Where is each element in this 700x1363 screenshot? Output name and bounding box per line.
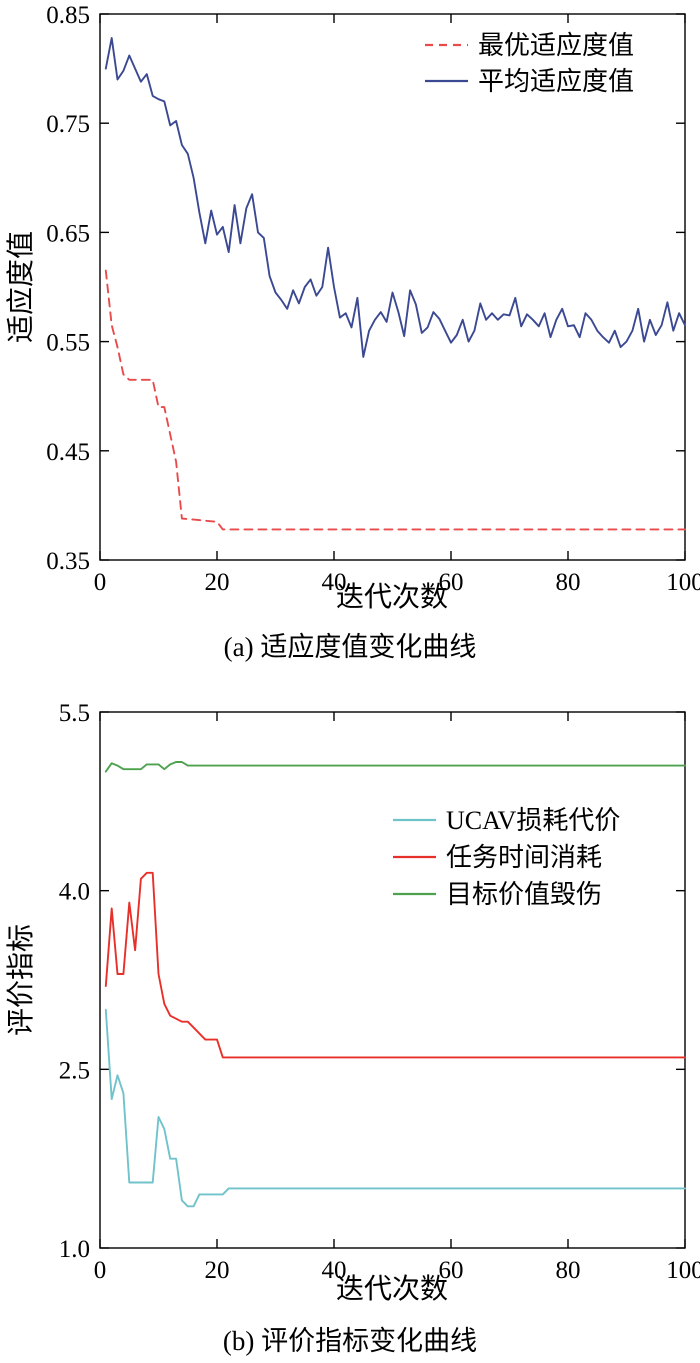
series-line-UCAV损耗代价 [104, 1008, 686, 1208]
series-line-目标价值毁伤 [104, 761, 686, 773]
x-tick-label: 100 [666, 569, 700, 596]
y-tick-label: 2.5 [59, 1057, 90, 1084]
series-line-最优适应度值 [104, 269, 686, 531]
x-axis-label-b: 迭代次数 [336, 1273, 448, 1305]
legend-a-avg-label: 平均适应度值 [478, 67, 634, 96]
plot-border [99, 13, 686, 561]
y-tick-label: 1.0 [59, 1236, 90, 1263]
x-tick-label: 40 [322, 1257, 347, 1284]
x-tick-label: 20 [205, 569, 230, 596]
y-tick-label: 0.75 [46, 111, 90, 138]
x-tick-label: 20 [205, 1257, 230, 1284]
legend-b-damage-label: 目标价值毁伤 [446, 880, 602, 909]
caption-a: (a) 适应度值变化曲线 [224, 632, 477, 662]
legend-a: 最优适应度值 平均适应度值 [425, 31, 634, 96]
x-tick-label: 80 [556, 1257, 581, 1284]
x-tick-label: 60 [439, 1257, 464, 1284]
y-tick-label: 0.35 [46, 548, 90, 575]
x-tick-label: 80 [556, 569, 581, 596]
x-tick-label: 40 [322, 569, 347, 596]
caption-b: (b) 评价指标变化曲线 [223, 1326, 477, 1356]
series-line-平均适应度值 [104, 37, 686, 358]
series-line-任务时间消耗 [104, 871, 686, 1059]
y-tick-label: 5.5 [59, 700, 90, 727]
y-axis-label-b: 评价指标 [5, 924, 37, 1036]
y-tick-label: 0.85 [46, 2, 90, 29]
chart-b: 0 20 40 60 80 100 1.0 2.5 4.0 5.5 [59, 700, 700, 1284]
legend-b-time-label: 任务时间消耗 [446, 843, 602, 872]
x-axis-label-a: 迭代次数 [336, 581, 448, 613]
x-tick-label: 100 [666, 1257, 700, 1284]
y-axis-label-a: 适应度值 [5, 231, 37, 343]
y-tick-label: 0.65 [46, 220, 90, 247]
legend-b: UCAV损耗代价 任务时间消耗 目标价值毁伤 [393, 806, 620, 909]
legend-a-best-label: 最优适应度值 [478, 31, 634, 60]
chart-a: 0 20 40 60 80 100 0.35 0.45 0.55 0.65 0.75 0.85 [46, 2, 700, 596]
x-tick-label: 60 [439, 569, 464, 596]
y-tick-label: 0.45 [46, 439, 90, 466]
x-tick-label: 0 [94, 1257, 107, 1284]
x-tick-label: 0 [94, 569, 107, 596]
y-tick-label: 4.0 [59, 879, 90, 906]
legend-b-ucav-label: UCAV损耗代价 [446, 806, 620, 835]
plot-border [99, 711, 686, 1249]
y-tick-label: 0.55 [46, 330, 90, 357]
